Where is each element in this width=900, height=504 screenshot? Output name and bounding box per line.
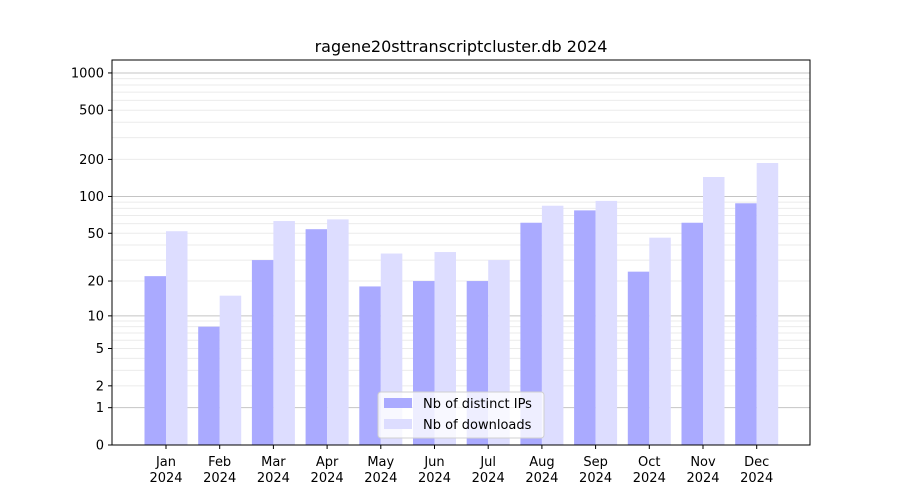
y-tick-label: 500 (79, 104, 104, 119)
bar-downloads (166, 231, 188, 445)
bar-distinct-ips (681, 222, 703, 445)
bar-distinct-ips (359, 286, 381, 445)
y-tick-label: 100 (79, 190, 104, 205)
x-tick-label: Apr 2024 (311, 455, 344, 486)
bar-distinct-ips (251, 260, 274, 445)
y-tick-label: 200 (79, 153, 104, 168)
x-tick-label: Feb 2024 (203, 455, 236, 486)
x-tick-label: Jul 2024 (472, 455, 505, 486)
bar-downloads (756, 163, 779, 445)
bar-distinct-ips (198, 326, 220, 445)
y-tick-label: 50 (87, 227, 104, 242)
plot-frame (111, 59, 811, 446)
bar-downloads (649, 237, 671, 445)
legend-swatch (384, 419, 412, 429)
legend-label: Nb of downloads (423, 418, 532, 433)
x-tick-label: Jan 2024 (149, 455, 182, 486)
x-tick-label: Oct 2024 (633, 455, 666, 486)
bar-distinct-ips (735, 203, 757, 445)
bar-downloads (219, 295, 242, 445)
chart-title: ragene20sttranscriptcluster.db 2024 (315, 37, 608, 56)
y-tick-label: 5 (96, 342, 104, 357)
bar-distinct-ips (520, 222, 542, 445)
bar-distinct-ips (144, 276, 166, 445)
x-tick-label: Mar 2024 (257, 455, 290, 486)
y-tick-label: 10 (87, 309, 104, 324)
bar-distinct-ips (305, 229, 328, 445)
legend-box (377, 391, 545, 439)
bar-downloads (541, 205, 564, 445)
bar-downloads (327, 219, 349, 445)
x-tick-label: Jun 2024 (418, 455, 451, 486)
legend: Nb of distinct IPs Nb of downloads (377, 391, 545, 439)
bar-downloads (595, 200, 618, 445)
x-tick-label: Dec 2024 (740, 455, 773, 486)
x-tick-label: Aug 2024 (525, 455, 558, 486)
y-tick-label: 1000 (71, 66, 104, 81)
x-tick-label: May 2024 (364, 455, 397, 486)
x-tick-label: Nov 2024 (686, 455, 719, 486)
bar-downloads (703, 176, 725, 446)
legend-label: Nb of distinct IPs (423, 397, 532, 412)
bar-distinct-ips (574, 210, 596, 445)
y-tick-label: 1 (96, 401, 104, 416)
bar-distinct-ips (627, 271, 650, 445)
y-tick-label: 20 (87, 275, 104, 290)
bar-downloads (273, 221, 295, 445)
y-tick-label: 0 (96, 439, 104, 454)
legend-swatch (384, 398, 412, 408)
x-tick-label: Sep 2024 (579, 455, 612, 486)
y-tick-label: 2 (96, 379, 104, 394)
